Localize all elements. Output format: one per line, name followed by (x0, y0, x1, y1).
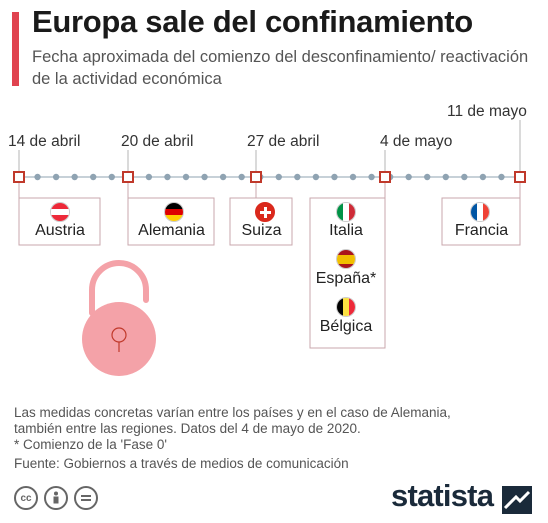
page-title: Europa sale del confinamiento (32, 4, 473, 39)
box-suiza (229, 183, 293, 246)
source-note: Fuente: Gobiernos a través de medios de … (14, 456, 349, 471)
timeline-day-dot (479, 173, 487, 181)
title-accent-bar (12, 12, 19, 86)
box-francia (441, 183, 521, 246)
italy-flag-icon (336, 202, 356, 222)
country-austria: Austria (35, 222, 85, 239)
timeline-day-dot (442, 173, 449, 181)
timeline-day-dot (219, 173, 227, 181)
country-alemania: Alemania (138, 222, 205, 239)
timeline-day-dot (201, 173, 208, 181)
box-austria (18, 183, 101, 246)
timeline-day-dot (145, 173, 153, 181)
timeline-day-dot (424, 173, 431, 181)
france-flag-icon (470, 202, 490, 222)
country-italia: Italia (329, 222, 363, 239)
timeline-day-dot (331, 173, 338, 181)
creative-commons-icon[interactable]: cc (14, 486, 38, 510)
marker-11-mayo (514, 171, 526, 183)
marker-27-abril (250, 171, 262, 183)
marker-14-abril (13, 171, 25, 183)
box-4-mayo (309, 183, 386, 349)
spain-flag-icon (336, 249, 356, 269)
switzerland-flag-icon (255, 202, 275, 222)
statista-logo[interactable]: statista (391, 478, 494, 513)
country-suiza: Suiza (241, 222, 282, 239)
timeline-day-dot (52, 173, 60, 181)
padlock-icon (82, 260, 156, 376)
timeline-day-dot (71, 173, 78, 181)
footnote-line-2: también entre las regiones. Datos del 4 … (14, 421, 361, 436)
box-alemania (127, 183, 215, 246)
footnote-asterisk: * Comienzo de la 'Fase 0' (14, 437, 167, 452)
timeline-day-dot (164, 173, 171, 181)
statista-logo-mark-icon (502, 486, 532, 514)
timeline-day-dot (108, 173, 115, 181)
date-label-11-mayo: 11 de mayo (447, 103, 527, 120)
timeline-day-dot (182, 173, 190, 181)
germany-flag-icon (164, 202, 184, 222)
date-label-4-mayo: 4 de mayo (380, 133, 453, 150)
austria-flag-icon (50, 202, 70, 222)
timeline-day-dot (294, 173, 301, 181)
no-derivatives-icon[interactable] (74, 486, 98, 510)
timeline-day-dot (34, 173, 41, 181)
attribution-icon[interactable] (44, 486, 68, 510)
page-subtitle: Fecha aproximada del comienzo del descon… (32, 48, 529, 88)
belgium-flag-icon (336, 297, 356, 317)
timeline-day-dot (405, 173, 412, 181)
country-espana: España* (315, 270, 377, 287)
marker-20-abril (122, 171, 134, 183)
date-label-14-abril: 14 de abril (8, 133, 81, 150)
timeline-day-dot (312, 173, 320, 181)
date-label-20-abril: 20 de abril (121, 133, 194, 150)
timeline-day-dot (498, 173, 505, 181)
timeline-day-dot (368, 173, 375, 181)
country-francia: Francia (454, 222, 509, 239)
license-icons: cc (14, 486, 98, 510)
marker-4-mayo (379, 171, 391, 183)
timeline-dots (15, 173, 524, 181)
timeline-day-dot (349, 173, 357, 181)
timeline-day-dot (90, 173, 97, 181)
timeline-day-dot (238, 173, 245, 181)
timeline-day-dot (275, 173, 282, 181)
timeline-day-dot (461, 173, 468, 181)
date-label-27-abril: 27 de abril (247, 133, 320, 150)
country-belgica: Bélgica (319, 318, 373, 335)
footnote-line-1: Las medidas concretas varían entre los p… (14, 405, 451, 420)
